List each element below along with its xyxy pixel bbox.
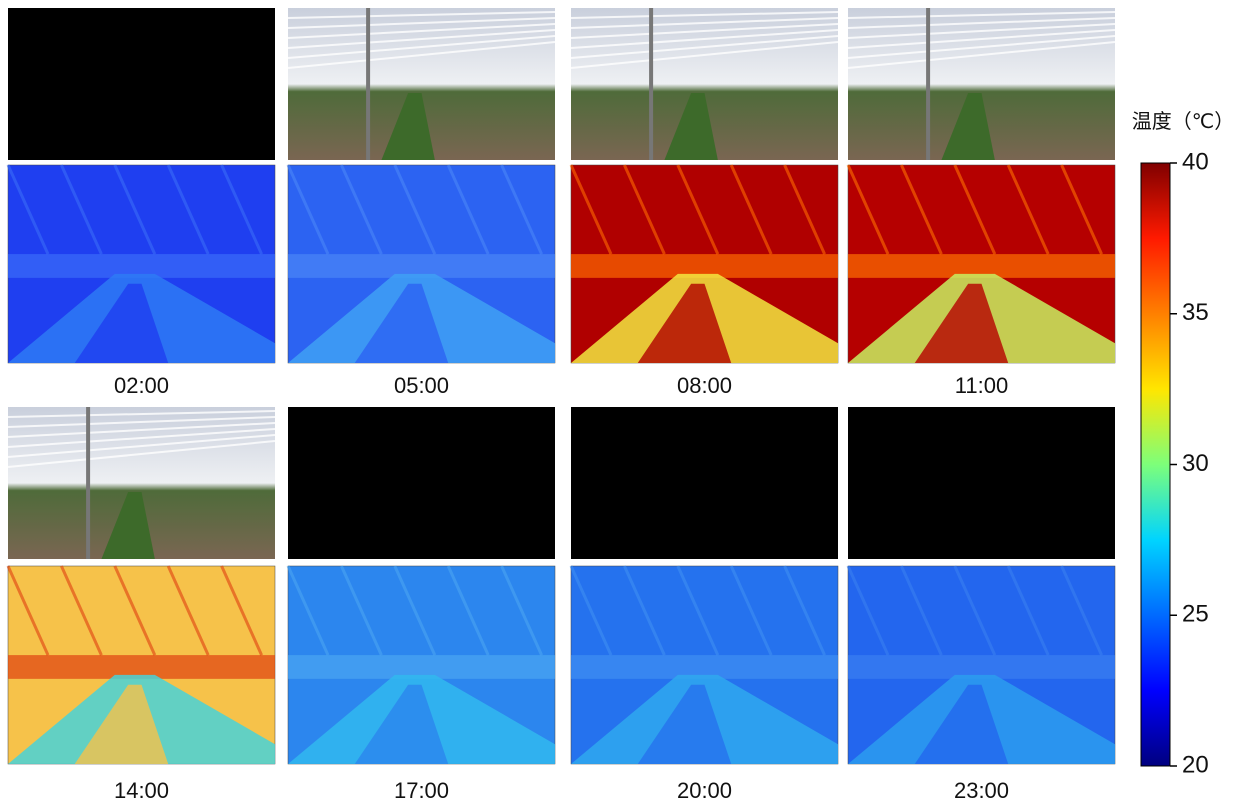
- time-label: 14:00: [114, 778, 169, 803]
- photo-dark: [571, 407, 838, 559]
- panel: 05:00: [288, 8, 555, 398]
- colorbar-tick-label: 40: [1182, 148, 1209, 175]
- colorbar-tick-label: 30: [1182, 450, 1209, 477]
- time-label: 05:00: [394, 373, 449, 398]
- time-label: 20:00: [677, 778, 732, 803]
- photo-dark: [8, 8, 275, 160]
- colorbar: [1141, 163, 1170, 766]
- colorbar-tick-label: 35: [1182, 299, 1209, 326]
- panel: 14:00: [8, 407, 275, 803]
- time-label: 08:00: [677, 373, 732, 398]
- panel: 11:00: [848, 8, 1115, 398]
- colorbar-title: 温度（℃）: [1132, 110, 1234, 133]
- panel: 23:00: [848, 407, 1115, 803]
- panel: 20:00: [571, 407, 838, 803]
- time-label: 17:00: [394, 778, 449, 803]
- colorbar-tick-label: 25: [1182, 601, 1209, 628]
- time-label: 23:00: [954, 778, 1009, 803]
- time-label: 11:00: [955, 373, 1008, 398]
- panel: 02:00: [8, 8, 275, 398]
- colorbar-tick-label: 20: [1182, 751, 1209, 778]
- figure: 温度（℃） 02:00 05:00 08:00 11:00 14:00 17:00 20:0…: [0, 0, 1252, 805]
- photo-dark: [288, 407, 555, 559]
- time-label: 02:00: [114, 373, 169, 398]
- panel: 08:00: [571, 8, 838, 398]
- photo-dark: [848, 407, 1115, 559]
- panel: 17:00: [288, 407, 555, 803]
